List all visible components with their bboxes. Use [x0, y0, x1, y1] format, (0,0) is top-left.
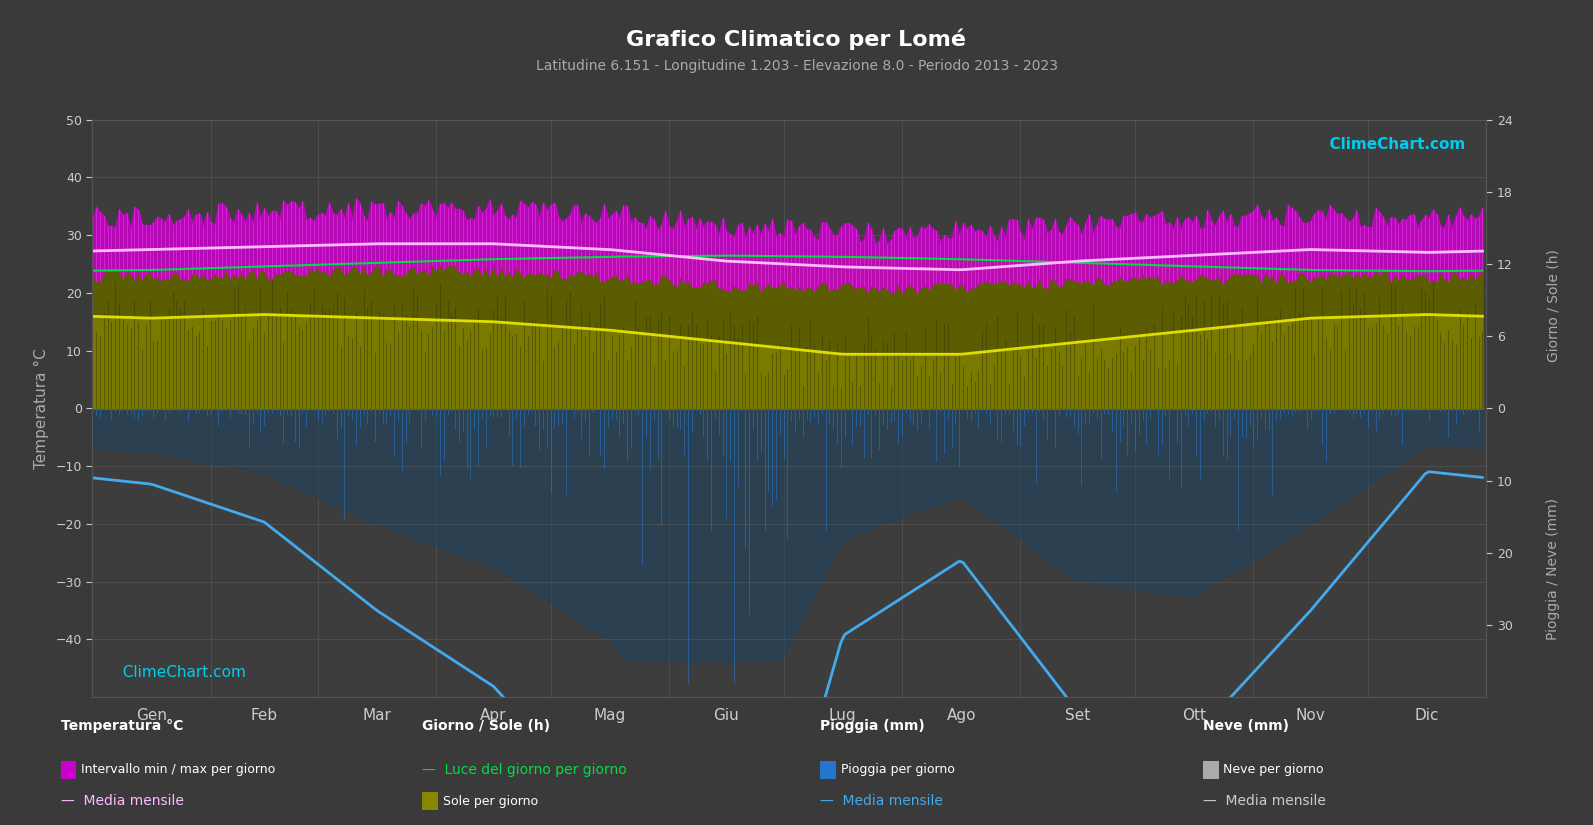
Text: Grafico Climatico per Lomé: Grafico Climatico per Lomé: [626, 29, 967, 50]
Text: Latitudine 6.151 - Longitudine 1.203 - Elevazione 8.0 - Periodo 2013 - 2023: Latitudine 6.151 - Longitudine 1.203 - E…: [535, 59, 1058, 73]
Text: Pioggia (mm): Pioggia (mm): [820, 719, 926, 733]
Text: Intervallo min / max per giorno: Intervallo min / max per giorno: [81, 763, 276, 776]
Text: Neve (mm): Neve (mm): [1203, 719, 1289, 733]
Text: Sole per giorno: Sole per giorno: [443, 794, 538, 808]
Text: ClimeChart.com: ClimeChart.com: [1319, 137, 1466, 152]
Text: —  Luce del giorno per giorno: — Luce del giorno per giorno: [422, 763, 628, 776]
Text: Giorno / Sole (h): Giorno / Sole (h): [1547, 249, 1560, 361]
Y-axis label: Temperatura °C: Temperatura °C: [33, 348, 49, 469]
Text: Pioggia / Neve (mm): Pioggia / Neve (mm): [1547, 498, 1560, 640]
Text: ClimeChart.com: ClimeChart.com: [113, 665, 247, 680]
Text: Neve per giorno: Neve per giorno: [1223, 763, 1324, 776]
Text: —  Media mensile: — Media mensile: [61, 794, 183, 808]
Text: Giorno / Sole (h): Giorno / Sole (h): [422, 719, 550, 733]
Text: Temperatura °C: Temperatura °C: [61, 719, 183, 733]
Text: Pioggia per giorno: Pioggia per giorno: [841, 763, 954, 776]
Text: —  Media mensile: — Media mensile: [1203, 794, 1325, 808]
Text: —  Media mensile: — Media mensile: [820, 794, 943, 808]
